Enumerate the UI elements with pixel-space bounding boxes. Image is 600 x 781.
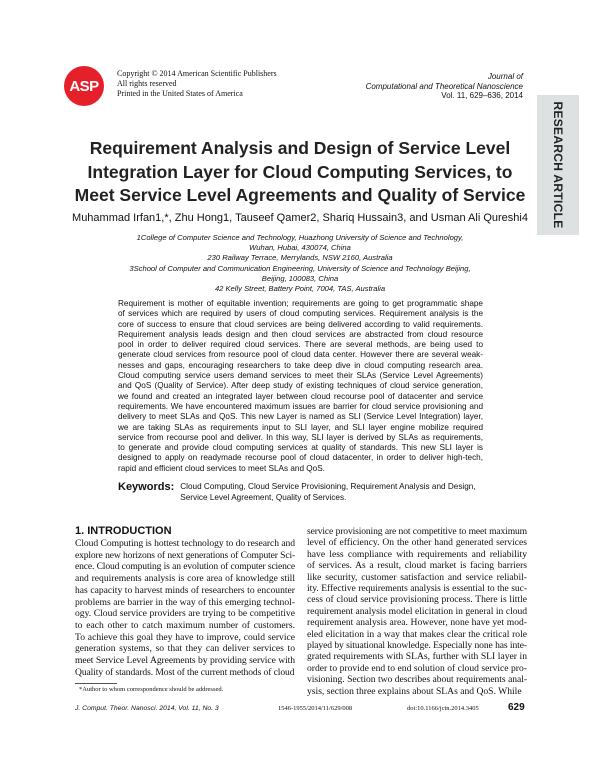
journal-name: Computational and Theoretical Nanoscienc… — [365, 81, 523, 91]
body-text-line: meet Service Level Agreements by providi… — [75, 655, 295, 667]
abstract: Requirement is mother of equitable inven… — [118, 299, 483, 474]
title-line: Integration Layer for Cloud Computing Se… — [87, 161, 513, 182]
right-column: service provisioning are not competitive… — [307, 526, 527, 697]
body-text-line: explore new horizons of next generations… — [75, 549, 295, 561]
page-number: 629 — [508, 702, 525, 713]
body-text-line: ence. Cloud computing is an evolution of… — [75, 561, 295, 573]
copyright-line: Printed in the United States of America — [117, 89, 243, 98]
body-text-line: grated requirements with SLAs, further w… — [307, 651, 527, 663]
body-text-line: problems are barrier in the way of this … — [75, 596, 295, 608]
title-line: Requirement Analysis and Design of Servi… — [89, 138, 511, 158]
section-heading: 1. INTRODUCTION — [75, 525, 172, 537]
author-list: Muhammad Irfan1,*, Zhu Hong1, Tauseef Qa… — [72, 212, 528, 224]
abstract-line: rapid and efficient cloud services to me… — [118, 463, 325, 473]
left-column: Cloud Computing is hottest technology to… — [75, 538, 295, 678]
body-text-line: visioning. Section two describes about r… — [307, 674, 527, 686]
affiliations: 1College of Computer Science and Technol… — [40, 233, 560, 294]
abstract-line: to generate and provide cloud computing … — [118, 443, 483, 453]
body-text-line: like security, customer satisfaction and… — [307, 571, 527, 583]
abstract-line: we found and created an integrated layer… — [118, 391, 483, 401]
abstract-line: nesses and gaps, encouraging researchers… — [118, 360, 483, 370]
body-text-line: To achieve this goal they have to improv… — [75, 631, 295, 643]
body-text-line: service provisioning are not competitive… — [307, 526, 527, 537]
body-text-line: and requirements analysis is core area o… — [75, 573, 295, 585]
abstract-line: generate cloud services from resource po… — [118, 350, 483, 360]
body-text-line: order to provide end to end solution of … — [307, 662, 527, 674]
keywords-label: Keywords: — [118, 481, 175, 493]
keywords-text: Cloud Computing, Cloud Service Provision… — [180, 482, 476, 502]
body-text-line: have less compliance with requirements a… — [307, 548, 527, 560]
abstract-line: service from recourse pool and deliver. … — [118, 432, 483, 442]
body-text-line: ysis, section three explains about SLAs … — [307, 685, 522, 697]
abstract-line: designed to apply on readymade recourse … — [118, 453, 483, 463]
body-text-line: Cloud Computing is hottest technology to… — [75, 538, 295, 549]
abstract-line: we are taking SLAs as requirements input… — [118, 422, 483, 432]
footnote-rule — [75, 683, 117, 684]
title-line: Meet Service Level Agreements and Qualit… — [74, 185, 526, 205]
logo-text: ASP — [69, 77, 99, 95]
body-text-line: level of efficiency. On the other hand g… — [307, 537, 527, 549]
body-text-line: generation systems, so that they can del… — [75, 643, 295, 655]
paper-title: Requirement Analysis and Design of Servi… — [40, 137, 560, 208]
asp-logo: ASP — [64, 66, 104, 106]
affiliation-line: Beijing, 100083, China — [261, 273, 339, 283]
journal-info: Journal of Computational and Theoretical… — [366, 72, 523, 101]
body-text-line: requirement analysis area. However, none… — [307, 617, 527, 629]
affiliation-line: Wuhan, Hubai, 430074, China — [249, 243, 351, 253]
body-text-line: eled elicitation in a way that makes cle… — [307, 628, 527, 640]
abstract-line: Requirement is mother of equitable inven… — [118, 299, 483, 308]
body-text-line: of services. As a result, cloud market i… — [307, 560, 527, 572]
article-type-tab: RESEARCH ARTICLE — [537, 95, 579, 235]
journal-name: Journal of — [487, 72, 523, 81]
abstract-line: and QoS (Quality of Service). After deep… — [118, 381, 483, 391]
keywords: Keywords: Cloud Computing, Cloud Service… — [118, 481, 483, 503]
affiliation-line: 3School of Computer and Communication En… — [129, 263, 471, 273]
abstract-line: Cloud computing service users demand ser… — [118, 371, 483, 381]
body-text-line: Quality of standards. Most of the curren… — [75, 666, 295, 678]
abstract-line: Requirement analysis leads design and th… — [118, 329, 483, 339]
abstract-line: requirements. We have encountered maximu… — [118, 401, 483, 411]
footer-doi: doi:10.1166/jctn.2014.3405 — [407, 705, 479, 712]
body-text-line: has capacity to harvest minds of researc… — [75, 584, 295, 596]
affiliation-line: 1College of Computer Science and Technol… — [136, 233, 464, 242]
body-text-line: ity. Effective requirements analysis is … — [307, 583, 527, 595]
body-text-line: ogy. Cloud service providers are trying … — [75, 608, 295, 620]
body-text-line: to each other to catch maximum number of… — [75, 619, 295, 631]
affiliation-line: 42 Kelly Street, Battery Point, 7004, TA… — [214, 284, 386, 294]
copyright-line: All rights reserved — [117, 79, 177, 88]
abstract-line: of services which are required by users … — [118, 309, 483, 319]
body-text-line: requirement analysis model elicitation i… — [307, 605, 527, 617]
footnote: *Author to whom correspondence should be… — [79, 686, 224, 693]
footer-journal-ref: J. Comput. Theor. Nanosci. 2014, Vol. 11… — [75, 705, 219, 712]
footer-issn: 1546-1955/2014/11/629/008 — [278, 705, 353, 712]
affiliation-line: 230 Railway Terrace, Merrylands, NSW 216… — [207, 253, 393, 263]
body-text-line: cess of cloud service provisioning proce… — [307, 594, 527, 606]
copyright-line: Copyright © 2014 American Scientific Pub… — [117, 69, 277, 78]
abstract-line: core of success to ensure that cloud ser… — [118, 319, 483, 329]
journal-volume: Vol. 11, 629–636, 2014 — [441, 91, 523, 100]
body-text-line: played by situational knowledge. Especia… — [307, 640, 527, 652]
abstract-line: delivery to meet SLAs and QoS. This new … — [118, 412, 483, 422]
copyright-notice: Copyright © 2014 American Scientific Pub… — [117, 69, 277, 99]
abstract-line: pool in order to deliver required cloud … — [118, 340, 483, 350]
